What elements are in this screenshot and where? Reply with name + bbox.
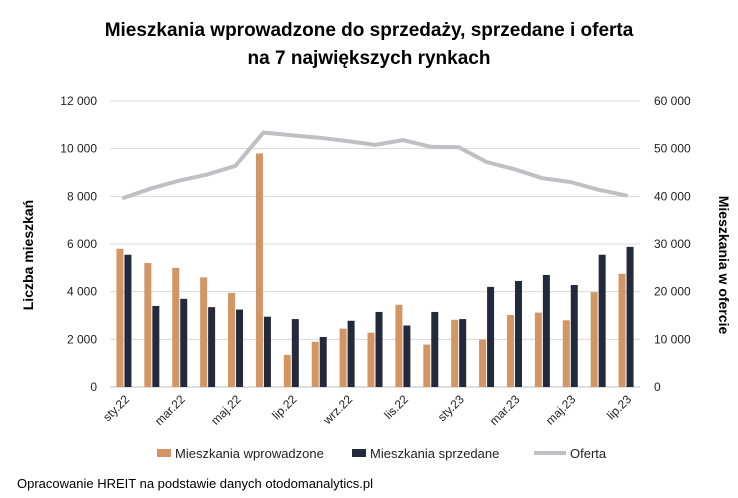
legend-label: Mieszkania sprzedane [370,446,499,461]
chart-title-line-2: na 7 największych rynkach [247,48,491,69]
y-left-tick-label: 4 000 [67,285,97,299]
bar-sprzedane [124,254,132,387]
y-right-tick-label: 40 000 [654,189,691,203]
legend-swatch [157,449,171,457]
bar-sprzedane [431,311,439,387]
bar-wprowadzone [255,153,263,387]
y-right-tick-label: 10 000 [654,332,691,346]
bar-sprzedane [263,316,271,387]
legend-label: Oferta [570,446,607,461]
y-right-tick-label: 0 [654,380,661,394]
bar-wprowadzone [479,339,487,387]
bar-sprzedane [403,325,411,387]
bar-wprowadzone [339,328,347,387]
bar-sprzedane [626,246,634,387]
y-left-tick-label: 0 [90,380,97,394]
bar-wprowadzone [423,344,431,387]
bar-sprzedane [375,311,383,387]
bar-wprowadzone [116,248,124,387]
bar-wprowadzone [395,304,403,387]
y-left-tick-label: 2 000 [67,332,97,346]
bar-sprzedane [347,320,355,387]
bar-wprowadzone [228,292,236,387]
y-left-tick-label: 10 000 [60,142,97,156]
y-right-tick-label: 20 000 [654,285,691,299]
x-tick-label: sty.22 [100,392,132,424]
y-left-tick-label: 6 000 [67,237,97,251]
bar-sprzedane [291,319,299,387]
bar-wprowadzone [200,277,208,387]
line-oferta [121,130,629,200]
bar-sprzedane [570,284,578,387]
bar-wprowadzone [283,354,291,387]
bar-sprzedane [319,336,327,387]
bar-sprzedane [487,286,495,387]
bar-wprowadzone [311,341,319,387]
y-left-tick-label: 12 000 [60,94,97,108]
chart-title-line-1: Mieszkania wprowadzone do sprzedaży, spr… [104,20,634,41]
bar-wprowadzone [144,263,152,387]
x-tick-label: lis.22 [381,392,411,422]
bar-sprzedane [208,307,216,387]
y-right-tick-label: 30 000 [654,237,691,251]
source-note: Opracowanie HREIT na podstawie danych ot… [17,476,374,491]
bar-wprowadzone [534,312,542,387]
bar-sprzedane [598,254,606,387]
bar-sprzedane [152,305,160,387]
y-right-tick-label: 60 000 [654,94,691,108]
bar-wprowadzone [506,315,514,387]
bar-wprowadzone [172,267,180,387]
x-tick-label: mar.23 [487,392,523,428]
x-tick-label: lip.22 [269,392,299,422]
bar-wprowadzone [367,332,375,387]
legend-label: Mieszkania wprowadzone [175,446,324,461]
x-tick-label: lip.23 [604,392,634,422]
bar-sprzedane [236,309,244,387]
bar-wprowadzone [451,319,459,387]
x-tick-label: sty.23 [435,392,467,424]
x-tick-label: mar.22 [152,392,188,428]
bar-wprowadzone [562,320,570,387]
legend-swatch [352,449,366,457]
x-tick-label: wrz.22 [320,392,356,428]
x-tick-label: maj.23 [543,392,579,428]
y-left-tick-label: 8 000 [67,189,97,203]
bar-wprowadzone [618,273,626,387]
bar-sprzedane [180,298,188,387]
x-tick-label: maj.22 [208,392,244,428]
bar-wprowadzone [590,292,598,387]
y-right-tick-label: 50 000 [654,142,691,156]
bar-sprzedane [514,280,522,387]
bar-sprzedane [542,274,550,387]
bar-sprzedane [459,319,467,387]
